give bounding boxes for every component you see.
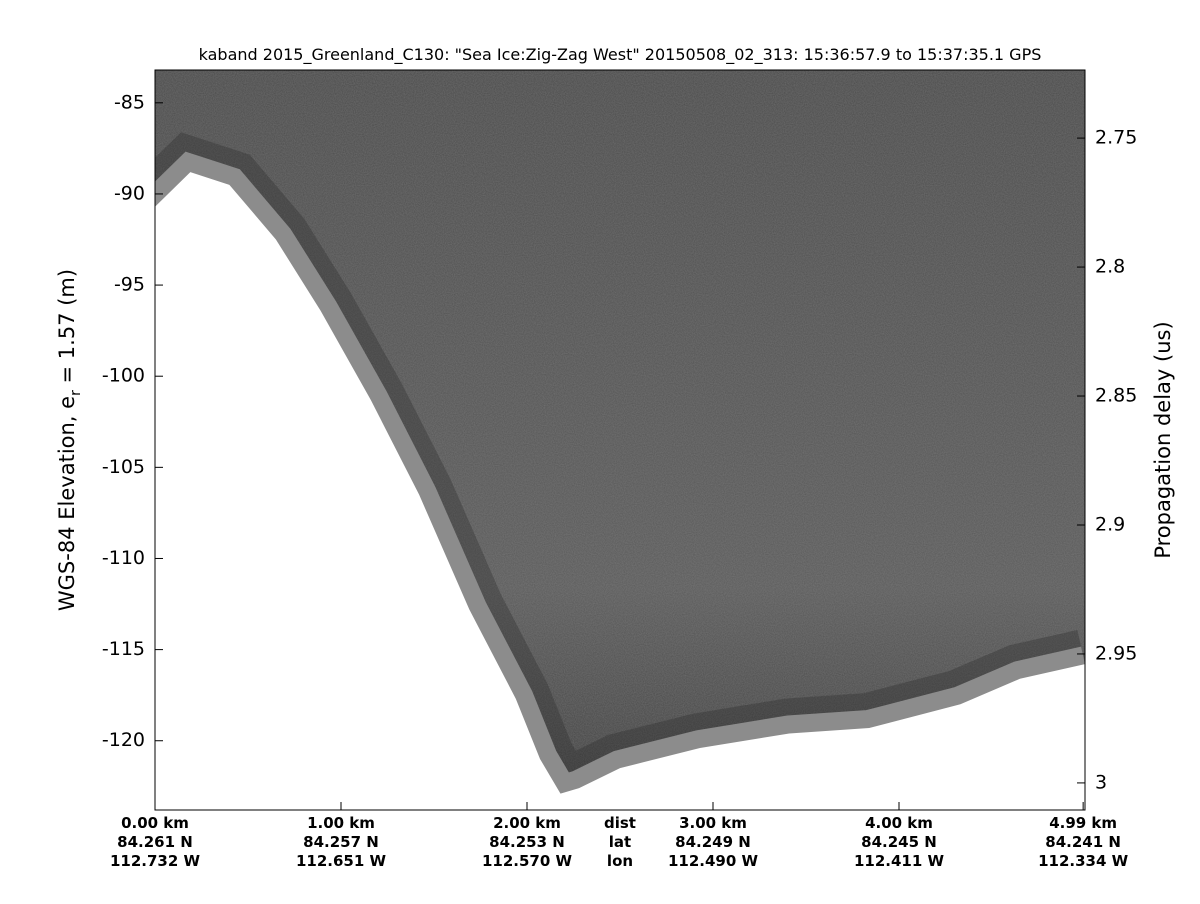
x-tick-label: 2.00 km	[493, 814, 561, 832]
x-tick-label: 4.99 km	[1049, 814, 1117, 832]
lat-label: 84.261 N	[117, 833, 193, 851]
lat-label: 84.249 N	[675, 833, 751, 851]
lon-label: 112.490 W	[668, 852, 759, 870]
lat-label: 84.253 N	[489, 833, 565, 851]
x-tick-label: 4.00 km	[865, 814, 933, 832]
y2-tick-label: 2.75	[1095, 127, 1137, 149]
y-label-part: WGS-84 Elevation, e	[55, 396, 79, 611]
row-name: lat	[609, 833, 631, 851]
lon-label: 112.411 W	[854, 852, 945, 870]
lon-label: 112.570 W	[482, 852, 573, 870]
row-name: lon	[607, 852, 633, 870]
y-tick-label: -85	[114, 91, 145, 113]
y-tick-label: -120	[102, 729, 145, 751]
y-axis-label: WGS-84 Elevation, er = 1.57 (m)	[55, 269, 84, 611]
x-tick-label: 3.00 km	[679, 814, 747, 832]
echogram	[155, 70, 1085, 810]
chart-title: kaband 2015_Greenland_C130: "Sea Ice:Zig…	[199, 45, 1042, 65]
y-tick-label: -105	[102, 456, 145, 478]
y2-tick-label: 2.95	[1095, 642, 1137, 664]
below-surface	[155, 172, 1085, 810]
y-tick-label: -95	[114, 274, 145, 296]
y-tick-label: -115	[102, 638, 145, 660]
y2-tick-label: 2.85	[1095, 385, 1137, 407]
x-tick-label: 1.00 km	[307, 814, 375, 832]
lon-label: 112.651 W	[296, 852, 387, 870]
lon-label: 112.334 W	[1038, 852, 1129, 870]
y-label-subscript: r	[68, 390, 84, 396]
y-label-part: = 1.57 (m)	[55, 269, 79, 390]
y2-tick-label: 2.8	[1095, 256, 1125, 278]
lat-label: 84.245 N	[861, 833, 937, 851]
y-tick-label: -90	[114, 182, 145, 204]
lon-label: 112.732 W	[110, 852, 201, 870]
y2-tick-label: 2.9	[1095, 513, 1125, 535]
y-tick-label: -100	[102, 365, 145, 387]
lat-label: 84.241 N	[1045, 833, 1121, 851]
y2-tick-label: 3	[1095, 771, 1107, 793]
y-tick-label: -110	[102, 547, 145, 569]
row-name: dist	[604, 814, 636, 832]
lat-label: 84.257 N	[303, 833, 379, 851]
plot-frame	[154, 69, 1086, 811]
x-tick-label: 0.00 km	[121, 814, 189, 832]
y2-axis-label: Propagation delay (us)	[1151, 321, 1175, 558]
